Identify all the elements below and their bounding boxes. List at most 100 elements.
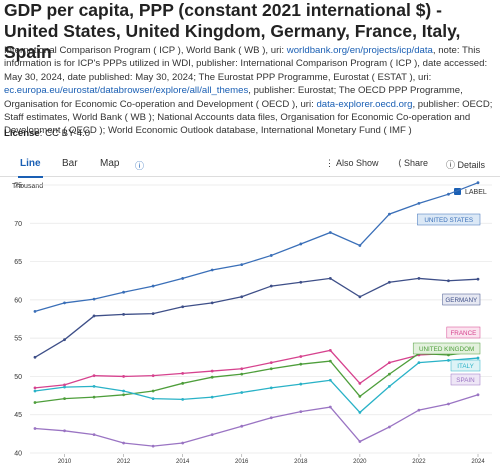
point [181, 371, 185, 375]
link[interactable]: worldbank.org/en/projects/icp/data [286, 45, 433, 56]
point [269, 284, 273, 288]
tab[interactable]: Line [18, 158, 43, 178]
series-line [34, 182, 479, 312]
x-tick-label: 2018 [294, 459, 308, 464]
tab[interactable]: Map [100, 158, 120, 169]
tab-bar: Line Bar Map ⓘ [0, 150, 500, 178]
point [33, 355, 37, 359]
y-tick-label: 75 [14, 183, 22, 190]
point [151, 374, 155, 378]
label-toggle[interactable]: LABEL [465, 189, 487, 196]
text: International Comparison Program ( ICP )… [4, 45, 287, 56]
point [240, 391, 244, 394]
chart: Thousand LABEL 40 45 50 55 60 65 70 75 2010 2012 2… [12, 181, 492, 464]
series-line [34, 357, 479, 414]
point [299, 382, 303, 386]
point [151, 389, 155, 393]
label-box [446, 326, 481, 339]
point [269, 361, 273, 365]
x-tick-label: 2010 [58, 459, 72, 464]
point [476, 393, 480, 397]
point [269, 416, 273, 420]
point [33, 401, 37, 404]
point [122, 389, 125, 393]
point [92, 384, 96, 388]
point [181, 441, 185, 445]
point [210, 301, 214, 305]
license-value: : CC BY-4.0 [39, 128, 91, 139]
point [269, 386, 273, 390]
point [328, 378, 332, 382]
link[interactable]: ec.europa.eu/eurostat/databrowser/explor… [4, 85, 249, 97]
info-icon[interactable]: ⓘ [135, 161, 145, 171]
point [447, 402, 450, 406]
point [33, 427, 37, 430]
point [417, 201, 421, 205]
point [181, 381, 185, 385]
point [181, 277, 185, 280]
y-tick-label: 55 [14, 336, 22, 343]
point [92, 297, 96, 301]
series-line [34, 349, 479, 389]
point [417, 361, 421, 365]
x-tick-label: 2020 [353, 459, 367, 464]
license-label: License [4, 128, 40, 139]
label-box [450, 373, 481, 386]
button[interactable]: ⟨ Share [398, 158, 429, 168]
series-line [34, 277, 479, 358]
tab[interactable]: Bar [62, 158, 78, 169]
point [447, 358, 450, 362]
text: , publisher: OECD; Staff estimates, Worl… [4, 98, 493, 137]
button[interactable]: ⓘ Details [446, 160, 486, 170]
series-label: UNITED KINGDOM [419, 346, 474, 353]
label-box [450, 359, 481, 372]
title: GDP per capita, PPP (constant 2021 inter… [4, 0, 461, 62]
point [33, 309, 37, 313]
point [358, 295, 362, 299]
point [388, 280, 391, 284]
point [63, 338, 66, 342]
y-tick-label: 65 [14, 259, 22, 266]
point [181, 398, 185, 401]
point [447, 192, 450, 196]
point [33, 389, 37, 393]
point [92, 314, 96, 318]
point [417, 277, 421, 280]
point [92, 374, 96, 378]
point [151, 397, 155, 401]
point [33, 386, 37, 390]
point [151, 284, 155, 288]
point [122, 375, 125, 378]
point [358, 381, 362, 385]
point [63, 429, 66, 433]
point [63, 301, 66, 305]
point [122, 441, 125, 445]
y-tick-label: 50 [14, 374, 22, 381]
point [328, 277, 332, 280]
text: , publisher: Eurostat; The OECD PPP Prog… [4, 85, 463, 110]
point [210, 268, 214, 272]
point [240, 424, 244, 428]
y-tick-label: 70 [14, 221, 22, 228]
description: International Comparison Program ( ICP )… [4, 44, 496, 138]
point [63, 385, 66, 389]
button[interactable]: ⋮ Also Show [325, 158, 379, 168]
x-tick-label: 2014 [176, 459, 190, 464]
point [476, 277, 480, 281]
point [210, 395, 214, 399]
point [299, 410, 303, 414]
point [181, 305, 185, 309]
point [358, 411, 362, 414]
point [92, 395, 96, 399]
link[interactable]: data-explorer.oecd.org [316, 98, 413, 110]
point [447, 279, 450, 283]
point [388, 361, 391, 365]
point [240, 367, 244, 371]
x-tick-label: 2012 [117, 459, 131, 464]
point [358, 440, 362, 443]
point [388, 384, 391, 388]
series-label: GERMANY [445, 297, 478, 304]
series-label: UNITED STATES [424, 217, 473, 224]
point [447, 353, 450, 357]
